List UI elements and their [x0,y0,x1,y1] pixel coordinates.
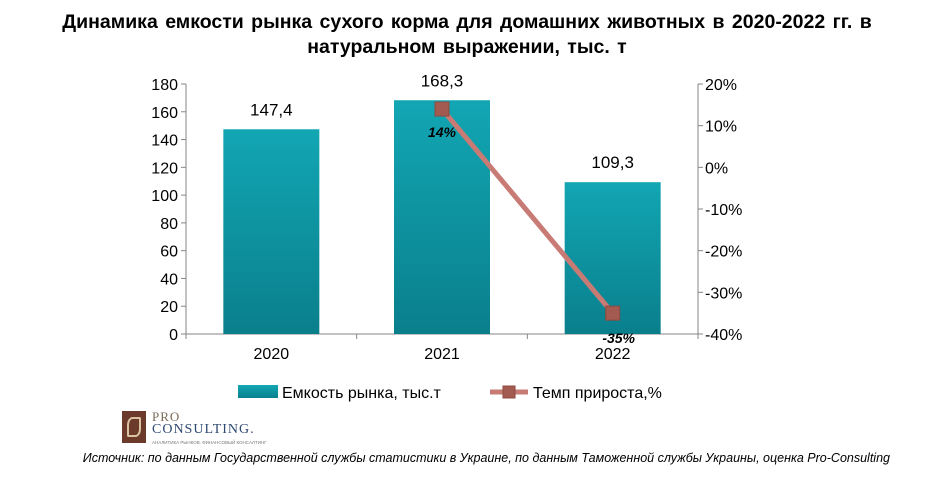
left-tick-label: 0 [169,327,178,344]
right-tick-label: -10% [705,202,742,219]
bar [394,100,490,334]
pro-consulting-logo: PRO CONSULTING. АНАЛИТИКА РЫНКОВ. ФИНАНС… [122,409,272,448]
right-tick-label: 0% [705,160,728,177]
legend-swatch-marker [502,385,516,399]
legend-label-bar: Емкость рынка, тыс.т [282,385,442,402]
growth-marker [605,305,621,321]
chart: 0 20 40 60 80 100 120 140 160 180 -40% -30% -20% -10%… [151,71,742,402]
bar-data-label: 168,3 [421,71,464,90]
x-tick-label: 2022 [595,346,631,363]
growth-line [440,107,615,315]
logo-consulting: CONSULTING. [152,422,255,437]
right-tick-label: 10% [705,119,737,136]
left-tick-label: 80 [160,216,178,233]
left-tick-label: 20 [160,299,178,316]
legend-label-line: Темп прироста,% [533,385,662,402]
right-tick-label: -40% [705,327,742,344]
growth-data-label: -35% [602,330,635,346]
bar-data-label: 109,3 [591,153,634,172]
chart-title: Динамика емкости рынка сухого корма для … [62,11,872,58]
x-tick-label: 2021 [424,346,460,363]
logo-pro: PRO [152,409,181,424]
left-tick-label: 120 [151,160,178,177]
right-tick-label: -30% [705,285,742,302]
bar-data-label: 147,4 [250,100,293,119]
source-note: Источник: по данным Государственной служ… [82,451,890,465]
x-tick-label: 2020 [254,346,290,363]
left-tick-label: 140 [151,133,178,150]
left-tick-label: 60 [160,244,178,261]
bar [223,129,320,334]
logo-tagline: АНАЛИТИКА РЫНКОВ. ФИНАНСОВЫЙ КОНСАЛТИНГ [152,440,267,445]
left-tick-label: 40 [160,271,178,288]
right-tick-label: 20% [705,77,737,94]
left-tick-label: 100 [151,188,178,205]
growth-marker [434,101,450,117]
right-tick-label: -20% [705,244,742,261]
legend-swatch-bar [238,385,278,398]
logo-emblem-icon [122,411,146,443]
left-tick-label: 160 [151,105,178,122]
left-tick-label: 180 [151,77,178,94]
growth-data-label: 14% [428,124,457,140]
